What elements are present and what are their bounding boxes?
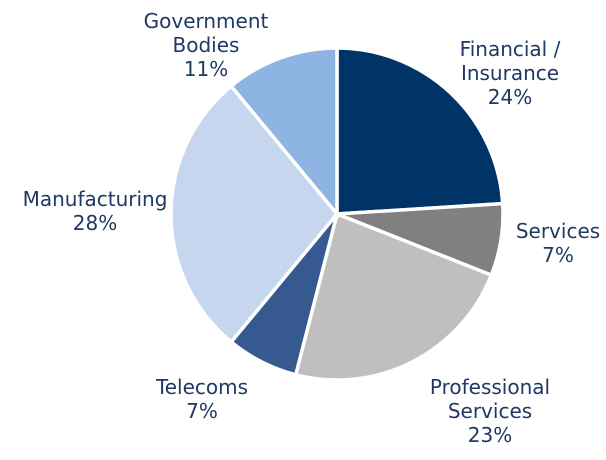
pie-category-label: Insurance — [461, 61, 559, 85]
pie-value-label: 7% — [186, 399, 218, 423]
pie-slice-0 — [335, 46, 505, 216]
pie-label-4: Manufacturing 28% — [23, 187, 168, 235]
pie-category-label: Services — [516, 219, 600, 243]
pie-slice-2 — [293, 211, 494, 382]
pie-category-label: Financial / — [460, 37, 561, 61]
pie-value-label: 7% — [542, 243, 574, 267]
pie-label-1: Services 7% — [516, 219, 600, 267]
pie-category-label: Bodies — [173, 33, 240, 57]
pie-category-label: Manufacturing — [23, 187, 168, 211]
pie-category-label: Services — [448, 399, 532, 423]
pie-slice-4 — [169, 83, 340, 345]
pie-label-3: Telecoms 7% — [155, 375, 248, 423]
pie-category-label: Professional — [430, 375, 550, 399]
pie-label-2: Professional Services 23% — [430, 375, 550, 447]
pie-labels: Financial / Insurance 24%Services 7%Profess… — [23, 9, 601, 447]
pie-category-label: Telecoms — [155, 375, 248, 399]
pie-category-label: Government — [144, 9, 269, 33]
pie-value-label: 11% — [184, 57, 228, 81]
pie-value-label: 28% — [73, 211, 117, 235]
pie-value-label: 24% — [488, 85, 532, 109]
pie-value-label: 23% — [468, 423, 512, 447]
pie-slices — [169, 46, 505, 382]
pie-slice-5 — [228, 46, 339, 219]
pie-label-0: Financial / Insurance 24% — [460, 37, 561, 109]
pie-label-5: Government Bodies 11% — [144, 9, 269, 81]
